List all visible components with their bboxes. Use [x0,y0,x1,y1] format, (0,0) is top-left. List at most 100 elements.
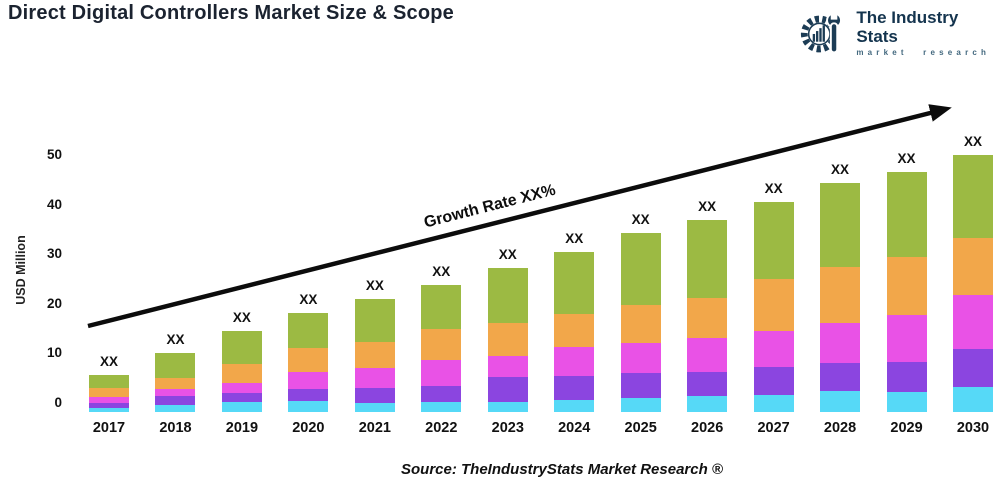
bar-segment-segment-green [487,268,528,324]
bar-segment-segment-orange [89,388,129,398]
bar-value-label: XX [498,247,517,263]
bar-segment-segment-magenta [753,331,794,367]
x-tick-label: 2017 [92,420,126,436]
bar-segment-segment-cyan [620,398,661,412]
bar-segment-segment-magenta [554,346,595,377]
bar-segment-segment-purple [89,403,129,408]
bar-segment-segment-orange [620,304,661,343]
bar-segment-segment-purple [820,362,861,392]
y-tick-label: 0 [54,395,62,410]
bar-segment-segment-green [953,155,993,238]
bar-value-label: XX [963,134,982,149]
bar-segment-segment-cyan [953,387,993,412]
bar-segment-segment-green [554,252,595,315]
bar-segment-segment-cyan [155,404,196,412]
bar-segment-segment-magenta [288,372,329,390]
bar-segment-segment-green [288,313,329,348]
bar-segment-segment-magenta [687,338,728,372]
x-tick-label: 2024 [558,420,591,436]
bar-segment-segment-orange [820,267,861,324]
bar-segment-segment-cyan [820,391,861,412]
bar-segment-segment-green [354,298,395,342]
x-tick-label: 2018 [159,420,192,436]
bar-segment-segment-purple [421,386,462,402]
bar-segment-segment-magenta [487,355,528,378]
x-tick-label: 2023 [491,420,524,436]
page-title: Direct Digital Controllers Market Size &… [8,2,454,24]
x-tick-label: 2026 [691,420,724,436]
bar-segment-segment-orange [953,237,993,295]
bar-segment-segment-magenta [953,294,993,349]
bar-segment-segment-cyan [886,392,927,412]
bar-segment-segment-green [886,171,927,258]
x-tick-label: 2022 [425,420,458,436]
x-tick-label: 2028 [823,420,857,436]
bar-value-label: XX [166,331,185,347]
bar-segment-segment-green [687,219,728,298]
bar-segment-segment-cyan [687,396,728,412]
y-tick-label: 30 [46,246,62,262]
bar-segment-segment-orange [753,279,794,332]
x-tick-label: 2030 [956,420,990,436]
bar-segment-segment-green [620,232,661,305]
bar-segment-segment-orange [886,257,927,316]
gear-wrench-logo-icon [800,10,842,53]
bar-segment-segment-purple [221,393,262,402]
bar-segment-segment-magenta [89,397,129,403]
bar-segment-segment-purple [354,388,395,403]
bar-value-label: XX [831,161,850,177]
bar-segment-segment-purple [554,376,595,400]
bar-segment-segment-cyan [354,403,395,412]
bar-segment-segment-cyan [554,400,595,412]
bar-value-label: XX [432,263,451,279]
bar-segment-segment-orange [687,297,728,339]
bar-segment-segment-orange [487,323,528,356]
bar-segment-segment-purple [753,366,794,396]
bar-segment-segment-green [89,375,129,389]
bar-segment-segment-purple [687,371,728,397]
bar-segment-segment-green [421,284,462,330]
bar-segment-segment-cyan [753,395,794,412]
bar-value-label: XX [299,292,318,308]
logo: The Industry Stats market research [798,8,1000,57]
bar-segment-segment-purple [620,373,661,399]
logo-text: The Industry Stats market research [856,8,1000,57]
bar-segment-segment-purple [288,389,329,401]
bar-segment-segment-green [753,202,794,279]
y-tick-label: 10 [46,345,62,361]
bar-segment-segment-cyan [89,407,129,412]
bar-segment-segment-orange [221,363,262,384]
bar-segment-segment-magenta [354,367,395,389]
bar-segment-segment-orange [354,341,395,368]
bar-value-label: XX [565,231,584,247]
bar-segment-segment-green [820,182,861,268]
bar-value-label: XX [698,198,717,214]
logo-tagline: market research [856,48,991,57]
source-attribution: Source: TheIndustryStats Market Research… [401,461,723,478]
bar-segment-segment-orange [288,347,329,373]
bar-segment-segment-magenta [155,389,196,397]
y-tick-label: 20 [46,295,62,311]
bar-segment-segment-orange [421,329,462,360]
bar-segment-segment-purple [155,396,196,405]
bar-segment-segment-green [221,331,262,364]
bar-segment-segment-magenta [620,342,661,374]
bar-segment-segment-green [155,352,196,379]
x-tick-label: 2019 [225,420,259,436]
bar-segment-segment-purple [886,361,927,393]
bar-segment-segment-cyan [221,402,262,412]
bar-value-label: XX [99,354,118,370]
bar-segment-segment-magenta [820,323,861,363]
bar-value-label: XX [764,181,783,197]
x-tick-label: 2029 [890,420,923,436]
bar-segment-segment-magenta [886,315,927,362]
bar-segment-segment-cyan [288,401,329,412]
bar-segment-segment-magenta [221,383,262,394]
x-tick-label: 2021 [358,420,391,436]
y-tick-label: 40 [46,196,62,212]
bar-value-label: XX [897,150,916,166]
bar-value-label: XX [232,310,251,326]
x-tick-label: 2020 [292,420,325,436]
bar-value-label: XX [631,211,650,227]
